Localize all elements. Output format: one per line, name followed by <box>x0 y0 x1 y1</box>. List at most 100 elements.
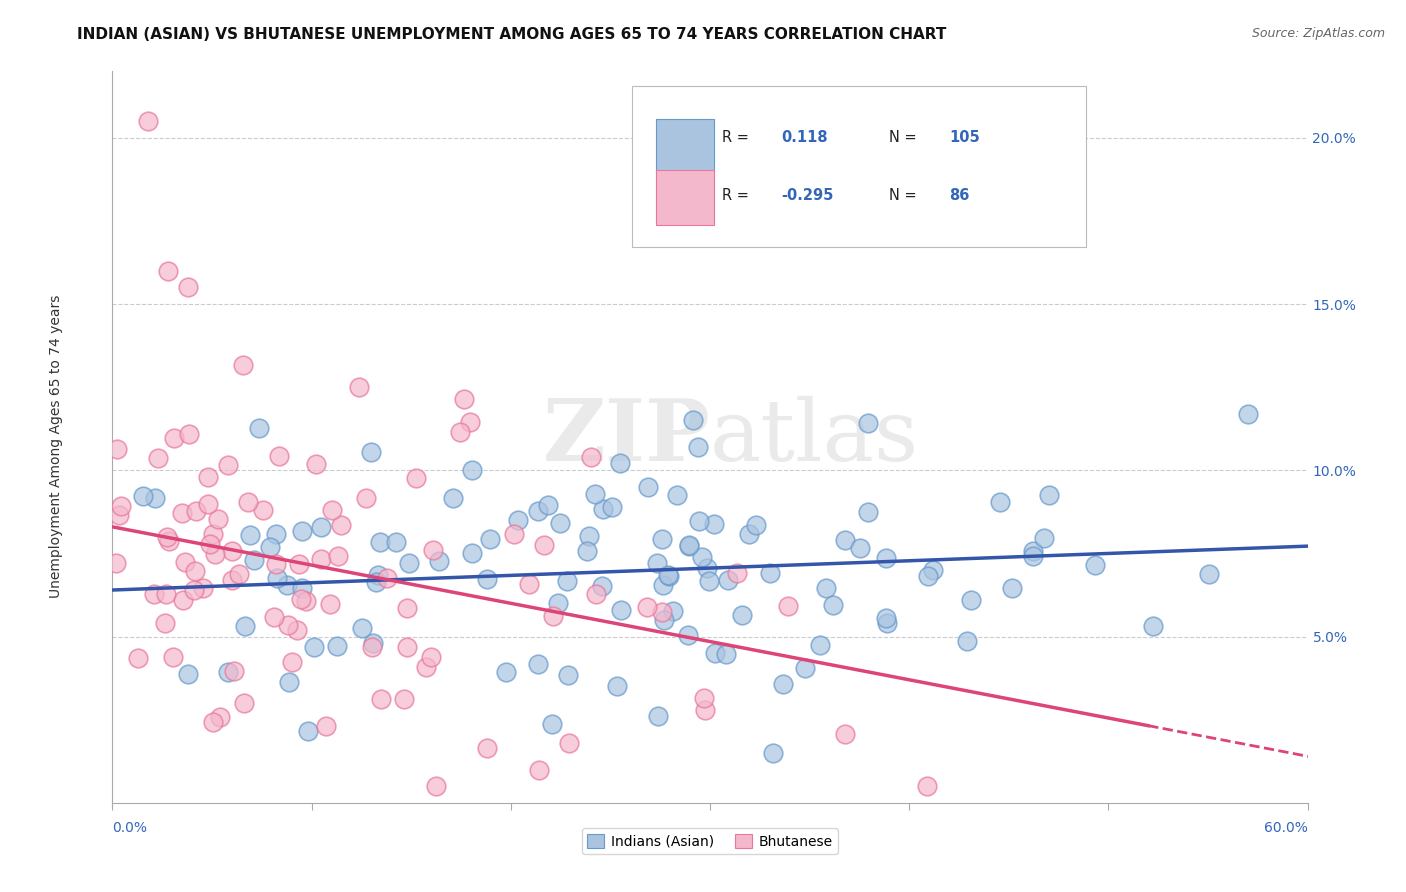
Text: Unemployment Among Ages 65 to 74 years: Unemployment Among Ages 65 to 74 years <box>49 294 63 598</box>
Point <box>678 539 700 553</box>
Point <box>527 763 550 777</box>
Point <box>609 456 631 470</box>
Point <box>415 660 437 674</box>
Point <box>960 593 983 607</box>
Point <box>540 717 562 731</box>
Point <box>107 508 129 523</box>
Point <box>243 553 266 567</box>
Point <box>776 599 799 614</box>
Point <box>461 546 484 560</box>
Point <box>285 624 308 638</box>
Point <box>148 450 170 465</box>
Text: N =: N = <box>890 188 917 203</box>
Point <box>605 679 627 693</box>
Text: 105: 105 <box>949 129 980 145</box>
Point <box>277 618 299 632</box>
Point <box>682 413 704 427</box>
Point <box>131 489 153 503</box>
Text: R =: R = <box>723 188 749 203</box>
Legend: Indians (Asian), Bhutanese: Indians (Asian), Bhutanese <box>582 829 838 855</box>
Point <box>179 427 201 442</box>
Point <box>690 550 713 565</box>
Point <box>266 571 288 585</box>
Point <box>368 535 391 549</box>
Point <box>209 710 232 724</box>
Point <box>458 415 481 429</box>
Point <box>191 582 214 596</box>
Point <box>221 573 243 587</box>
Point <box>217 458 239 472</box>
Point <box>1198 566 1220 581</box>
Text: Source: ZipAtlas.com: Source: ZipAtlas.com <box>1251 27 1385 40</box>
Point <box>252 503 274 517</box>
Point <box>662 604 685 618</box>
Point <box>651 578 673 592</box>
Point <box>233 618 256 632</box>
Point <box>291 524 314 539</box>
Point <box>419 650 441 665</box>
Point <box>202 714 225 729</box>
Point <box>309 551 332 566</box>
Point <box>647 709 669 723</box>
Point <box>557 574 579 588</box>
Point <box>856 416 879 430</box>
Point <box>110 499 132 513</box>
Point <box>583 486 606 500</box>
Point <box>398 556 420 570</box>
Point <box>183 582 205 597</box>
Point <box>541 609 564 624</box>
Point <box>174 555 197 569</box>
Point <box>1142 619 1164 633</box>
Point <box>138 114 160 128</box>
Point <box>247 421 270 435</box>
Text: 0.0%: 0.0% <box>112 821 148 835</box>
Point <box>772 677 794 691</box>
Point <box>157 533 180 548</box>
Point <box>917 779 939 793</box>
Point <box>533 537 555 551</box>
Point <box>375 571 398 585</box>
Point <box>198 537 221 551</box>
Point <box>305 457 328 471</box>
Point <box>704 646 727 660</box>
Point <box>224 664 246 678</box>
Point <box>1021 549 1043 564</box>
Point <box>657 568 679 582</box>
Point <box>693 703 716 717</box>
Point <box>349 380 371 394</box>
Point <box>449 425 471 440</box>
Point <box>302 640 325 654</box>
Point <box>834 727 856 741</box>
Point <box>269 449 291 463</box>
Point <box>651 606 673 620</box>
Point <box>689 515 711 529</box>
Point <box>329 517 352 532</box>
Point <box>425 779 447 793</box>
Text: atlas: atlas <box>710 395 920 479</box>
Point <box>1084 558 1107 572</box>
Point <box>170 507 193 521</box>
Point <box>155 587 177 601</box>
Point <box>1033 531 1056 545</box>
Point <box>727 566 749 580</box>
Point <box>236 495 259 509</box>
Point <box>636 600 658 615</box>
Point <box>232 358 254 372</box>
Point <box>361 636 384 650</box>
Point <box>875 611 897 625</box>
Point <box>808 638 831 652</box>
Point <box>326 640 349 654</box>
Point <box>202 526 225 541</box>
FancyBboxPatch shape <box>657 170 714 225</box>
Point <box>291 581 314 595</box>
Point <box>479 532 502 546</box>
Point <box>163 431 186 445</box>
Point <box>367 567 389 582</box>
Point <box>548 516 571 530</box>
Point <box>495 665 517 679</box>
Point <box>162 650 184 665</box>
Point <box>578 529 600 543</box>
Point <box>321 503 343 517</box>
Point <box>875 550 897 565</box>
Point <box>177 666 200 681</box>
